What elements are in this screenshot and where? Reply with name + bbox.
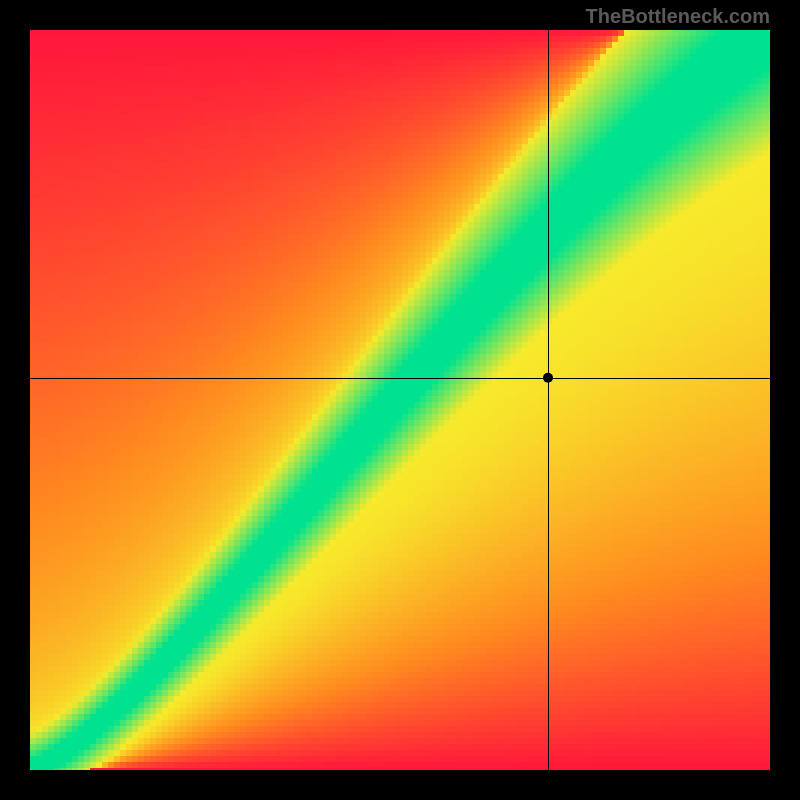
chart-root: { "canvas": { "width_px": 800, "height_p… [0,0,800,800]
crosshair-overlay [30,30,770,770]
watermark-text: TheBottleneck.com [586,6,770,29]
